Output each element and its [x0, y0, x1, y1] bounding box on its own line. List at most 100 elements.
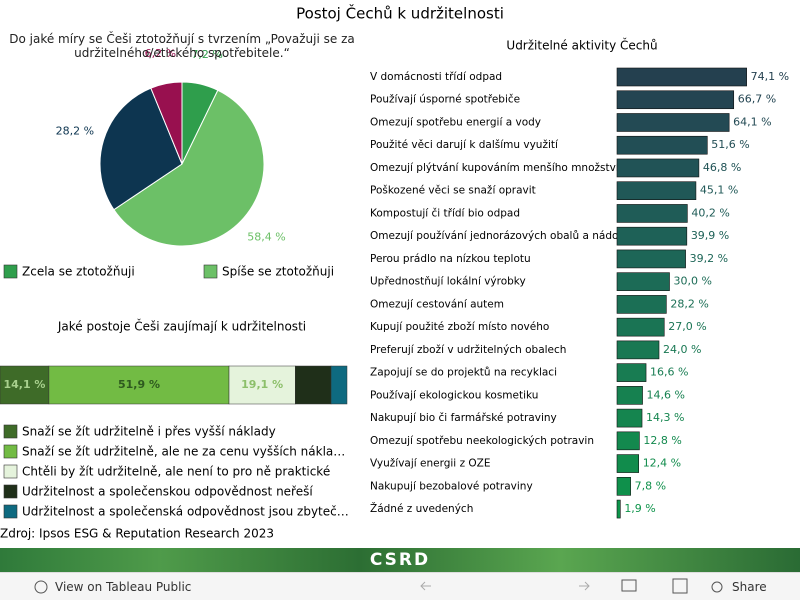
bar — [616, 295, 667, 314]
data-label: 14,1 % — [3, 378, 45, 391]
bar-segment — [330, 365, 348, 405]
bar — [616, 499, 621, 519]
pie-slice — [113, 89, 265, 247]
category-label: Poškozené věci se snaží opravit — [370, 185, 536, 197]
category-label: Používají ekologickou kosmetiku — [370, 389, 538, 401]
category-label: Využívají energii z OZE — [370, 458, 491, 470]
view-link[interactable]: View on Tableau Public — [55, 580, 192, 594]
bar — [616, 113, 730, 132]
data-label: 28,2 % — [56, 124, 94, 137]
data-label: 66,7 % — [738, 93, 776, 106]
bar — [616, 181, 697, 200]
data-label: 51,6 % — [711, 138, 749, 151]
data-label: 7,2 % — [191, 48, 222, 61]
legend-label: Snaží se žít udržitelně i přes vyšší nák… — [22, 425, 276, 439]
share-icon[interactable] — [711, 581, 723, 593]
bar — [616, 340, 660, 360]
toolbar-icons — [34, 578, 723, 594]
category-label: Použité věci darují k dalšímu využití — [370, 139, 559, 151]
bar — [616, 67, 747, 87]
legend-label: Zcela se ztotožňuji — [22, 265, 135, 279]
fullscreen-icon[interactable] — [672, 578, 688, 594]
source: Zdroj: Ipsos ESG & Reputation Research 2… — [0, 527, 274, 541]
bar — [616, 249, 686, 269]
legend-swatch — [203, 264, 218, 279]
undo-icon[interactable] — [420, 581, 431, 591]
data-label: 7,8 % — [635, 479, 666, 492]
bar — [616, 272, 670, 291]
bar — [616, 90, 735, 110]
pie-slice — [99, 87, 183, 211]
chart-title: Jaké postoje Češi zaujímají k udržitelno… — [57, 319, 306, 334]
banner: CSRD — [0, 548, 800, 572]
data-label: 28,2 % — [670, 297, 708, 310]
category-label: Kupují použité zboží místo nového — [370, 321, 549, 333]
data-label: 58,4 % — [247, 231, 285, 244]
data-label: 74,1 % — [751, 70, 789, 83]
chart: Postoj Čechů k udržitelnosti Udržitelné … — [0, 4, 789, 541]
category-label: Omezují cestování autem — [370, 298, 504, 310]
share-button[interactable]: Share — [732, 580, 767, 594]
toolbar: View on Tableau Public Share — [0, 572, 800, 600]
data-label: 39,2 % — [690, 252, 728, 265]
category-label: Perou prádlo na nízkou teplotu — [370, 253, 531, 265]
bar — [616, 408, 643, 428]
data-label: 40,2 % — [691, 206, 729, 219]
data-label: 51,9 % — [118, 378, 160, 391]
category-label: Omezují spotřebu energií a vody — [370, 116, 541, 128]
bar — [616, 431, 640, 451]
category-label: Kompostují či třídí bio odpad — [370, 207, 520, 219]
legend-label: Chtěli by žít udržitelně, ale není to pr… — [22, 465, 330, 479]
category-label: Preferují zboží v udržitelných obalech — [370, 344, 566, 356]
bar-segment — [48, 365, 230, 405]
category-label: Nakupují bio či farmářské potraviny — [370, 412, 557, 424]
legend-swatch — [3, 464, 18, 479]
tableau-icon[interactable] — [34, 580, 48, 594]
bar — [616, 158, 700, 178]
data-label: 14,6 % — [647, 388, 685, 401]
category-label: Omezují používání jednorázových obalů a … — [370, 230, 629, 242]
download-icon[interactable] — [621, 579, 637, 592]
data-label: 1,9 % — [624, 502, 655, 515]
data-label: 27,0 % — [668, 320, 706, 333]
dashboard-title: Postoj Čechů k udržitelnosti — [296, 4, 504, 23]
pie-slice — [150, 81, 183, 165]
redo-icon[interactable] — [579, 581, 590, 591]
data-label: 46,8 % — [703, 161, 741, 174]
legend-label: Udržitelnost a společenskou odpovědnost … — [22, 485, 313, 499]
bar — [616, 386, 643, 405]
chart-title: Do jaké míry se Češi ztotožňují s tvrzen… — [9, 32, 355, 60]
bar — [616, 204, 688, 223]
bar-segment — [295, 365, 332, 405]
category-label: Zapojují se do projektů na recyklaci — [370, 367, 557, 379]
category-label: Nakupují bezobalové potraviny — [370, 480, 533, 492]
data-label: 64,1 % — [733, 115, 771, 128]
data-label: 45,1 % — [700, 184, 738, 197]
logo: CSRD — [369, 550, 431, 570]
data-label: 30,0 % — [674, 275, 712, 288]
legend-label: Udržitelnost a společenská odpovědnost j… — [22, 505, 349, 519]
chart-title: Udržitelné aktivity Čechů — [506, 38, 657, 53]
legend-swatch — [3, 484, 18, 499]
category-label: V domácnosti třídí odpad — [370, 71, 502, 83]
legend-swatch — [3, 504, 18, 519]
data-label: 16,6 % — [650, 366, 688, 379]
bar — [616, 135, 708, 155]
bar — [616, 454, 640, 473]
bar-segment — [0, 365, 50, 405]
category-label: Používají úsporné spotřebiče — [370, 94, 520, 106]
category-label: Omezují plýtvání kupováním menšího množs… — [370, 162, 620, 174]
category-label: Omezují spotřebu neekologických potravin — [370, 435, 594, 447]
legend-swatch — [3, 424, 18, 439]
data-label: 24,0 % — [663, 343, 701, 356]
category-label: Žádné z uvedených — [370, 502, 473, 515]
data-label: 12,4 % — [643, 457, 681, 470]
category-label: Upřednostňují lokální výrobky — [370, 276, 526, 288]
data-label: 6,2 % — [145, 47, 176, 60]
data-label: 12,8 % — [643, 434, 681, 447]
legend-label: Snaží se žít udržitelně, ale ne za cenu … — [22, 445, 345, 459]
data-label: 19,1 % — [241, 378, 283, 391]
data-label: 14,3 % — [646, 411, 684, 424]
legend-swatch — [3, 444, 18, 459]
